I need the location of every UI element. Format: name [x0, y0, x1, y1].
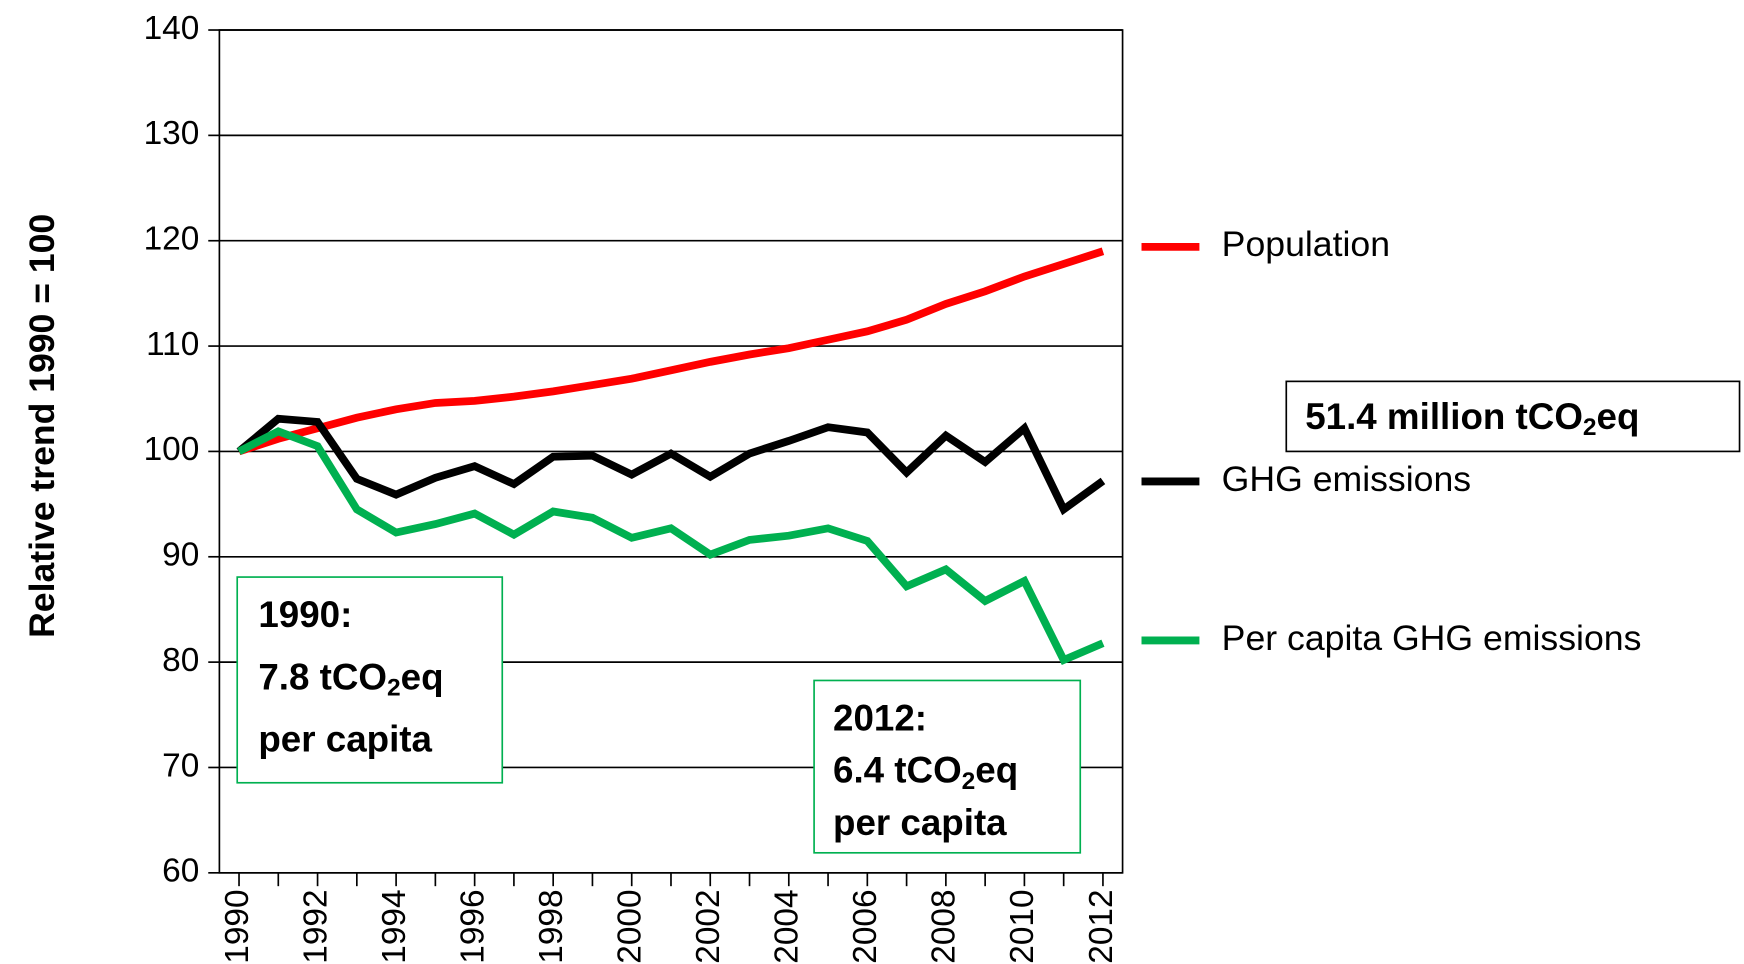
- annotation-part: per capita: [833, 802, 1007, 843]
- legend-label: Per capita GHG emissions: [1222, 618, 1642, 658]
- annotation-box: [1285, 380, 1741, 453]
- annotation-part: eq: [1597, 396, 1640, 437]
- annotation-subscript: 2: [387, 675, 401, 702]
- x-tick-label: 2010: [1004, 890, 1041, 964]
- x-tick-label: 2008: [926, 890, 963, 964]
- series-line: [236, 414, 1106, 516]
- series-line: [237, 427, 1105, 666]
- series-line: [237, 247, 1105, 456]
- annotation-text: 7.8 tCO2eq: [258, 656, 443, 702]
- annotation-part: 7.8 tCO: [258, 656, 387, 697]
- x-tick-label: 2000: [612, 890, 649, 964]
- x-tick-label: 2004: [769, 890, 806, 964]
- annotation-text: 6.4 tCO2eq: [833, 749, 1018, 795]
- y-tick-label: 130: [144, 115, 200, 152]
- x-tick-label: 2002: [690, 890, 727, 964]
- x-tick-label: 2006: [847, 890, 884, 964]
- x-tick-label: 2012: [1083, 890, 1120, 964]
- annotation-subscript: 2: [1583, 415, 1597, 442]
- annotation-part: eq: [401, 656, 444, 697]
- y-tick-label: 80: [162, 642, 199, 679]
- annotation-text: per capita: [258, 718, 432, 759]
- annotation-text: 51.4 million tCO2eq: [1305, 396, 1639, 442]
- y-tick-label: 90: [162, 537, 199, 574]
- y-tick-label: 140: [144, 10, 200, 47]
- x-tick-label: 1996: [454, 890, 491, 964]
- annotation-part: 6.4 tCO: [833, 749, 962, 790]
- x-tick-label: 1994: [376, 890, 413, 964]
- annotation-part: 1990:: [258, 594, 352, 635]
- annotation-part: 51.4 million tCO: [1305, 396, 1583, 437]
- x-tick-label: 1992: [297, 890, 334, 964]
- y-tick-label: 60: [162, 853, 199, 890]
- legend-label: Population: [1222, 224, 1390, 264]
- legend-label: GHG emissions: [1222, 459, 1471, 499]
- y-tick-label: 70: [162, 747, 199, 784]
- annotation-subscript: 2: [962, 768, 976, 795]
- annotation-box: [813, 679, 1082, 854]
- y-tick-label: 110: [146, 326, 199, 363]
- annotation-part: eq: [975, 749, 1018, 790]
- y-tick-label: 100: [144, 431, 200, 468]
- x-tick-label: 1998: [533, 890, 570, 964]
- annotation-part: 2012:: [833, 697, 927, 738]
- y-tick-label: 120: [144, 221, 200, 258]
- annotation-text: 2012:: [833, 697, 927, 738]
- annotation-text: per capita: [833, 802, 1007, 843]
- annotation-box: [236, 576, 504, 784]
- annotation-text: 1990:: [258, 594, 352, 635]
- y-axis-label: Relative trend 1990 = 100: [22, 214, 62, 638]
- annotation-part: per capita: [258, 718, 432, 759]
- x-tick-label: 1990: [219, 890, 256, 964]
